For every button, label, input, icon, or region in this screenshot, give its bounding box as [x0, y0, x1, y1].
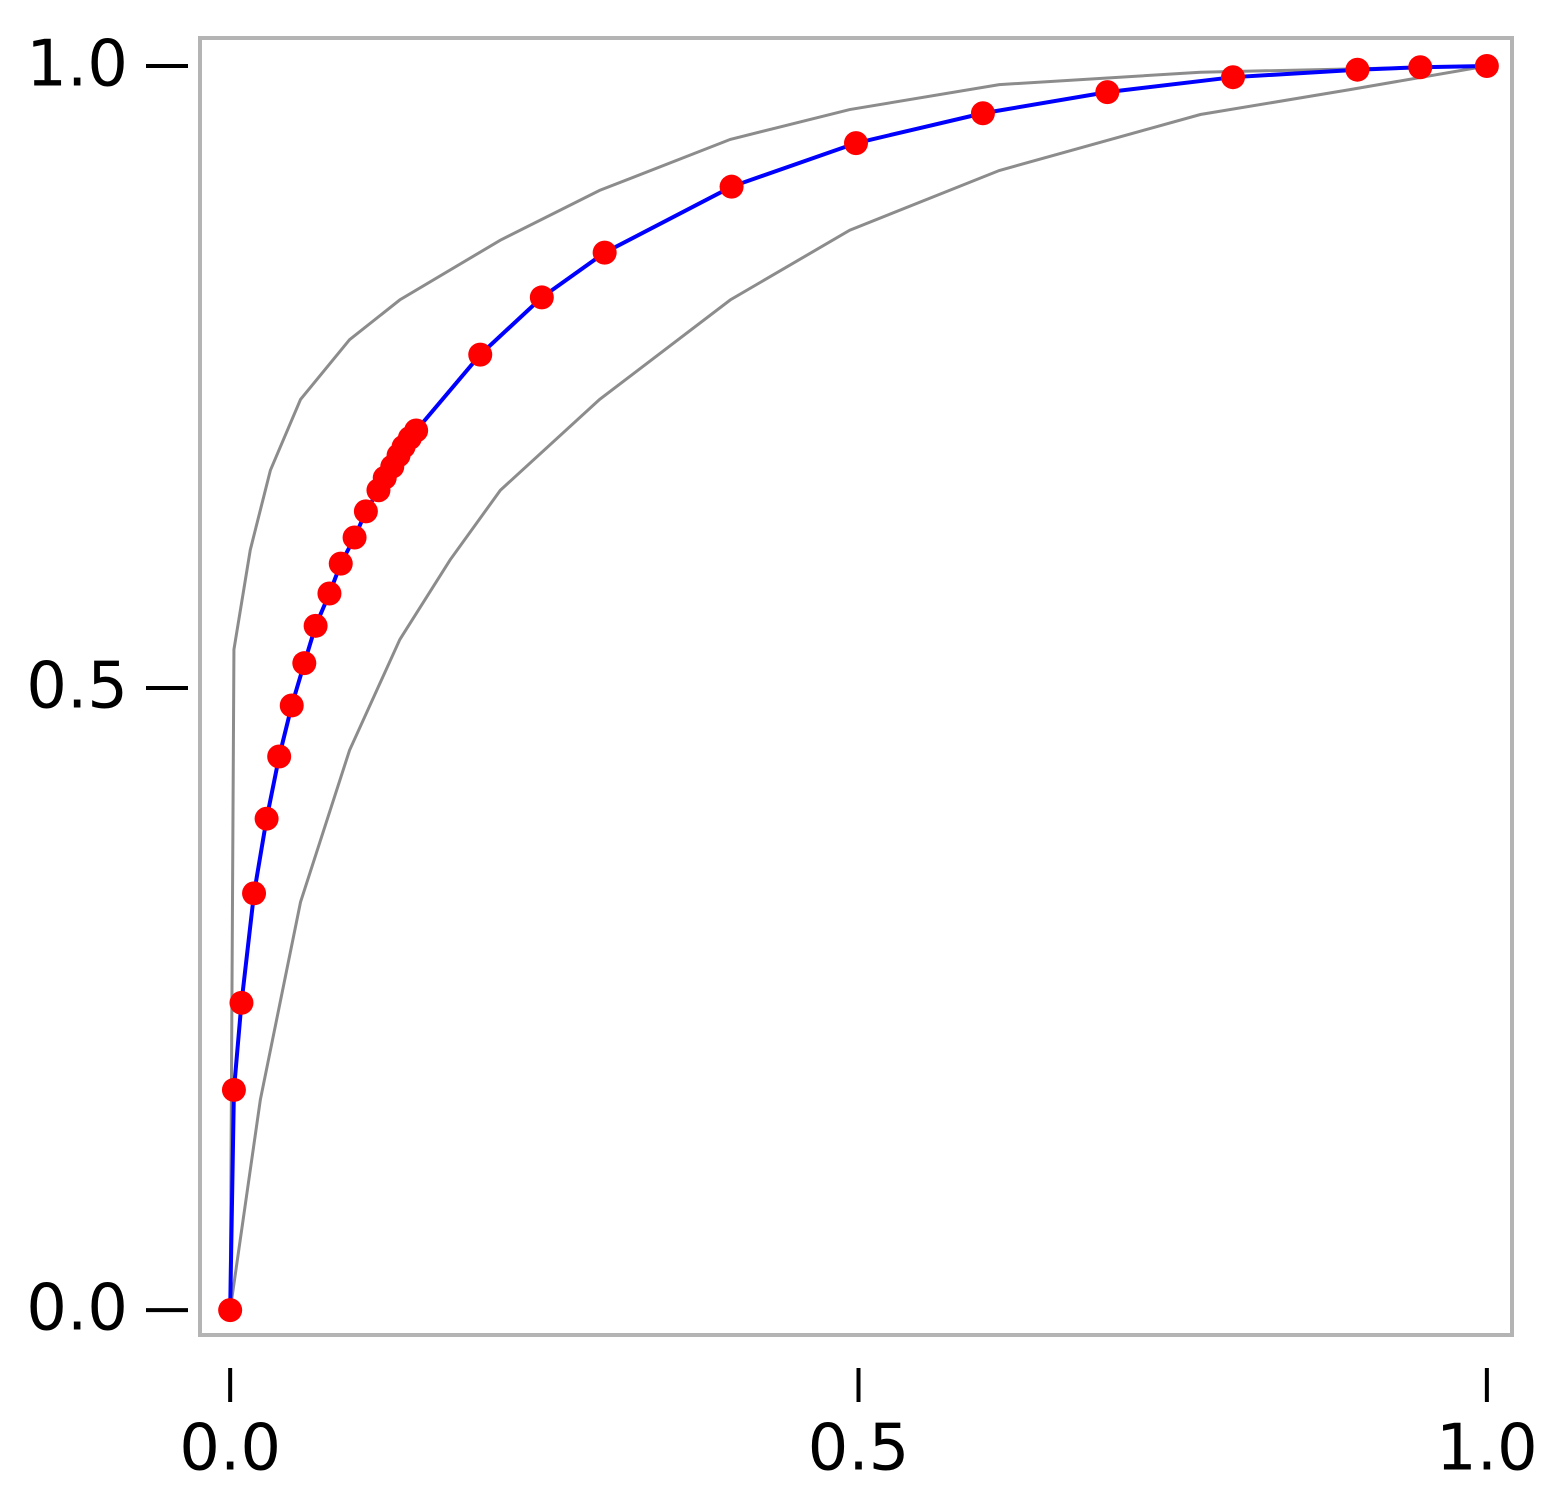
- point: [242, 881, 267, 906]
- point: [267, 744, 292, 769]
- y-tick-label: 1.0: [26, 28, 128, 102]
- point: [292, 651, 317, 676]
- point: [254, 806, 279, 831]
- point: [221, 1077, 246, 1102]
- point: [279, 693, 304, 718]
- point: [353, 499, 378, 524]
- point: [328, 551, 353, 576]
- point: [317, 581, 342, 606]
- point: [529, 285, 554, 310]
- point: [1345, 57, 1370, 82]
- point: [468, 342, 493, 367]
- point: [1474, 53, 1499, 78]
- x-tick-label: 1.0: [1436, 1412, 1538, 1486]
- point: [844, 131, 868, 156]
- plot-frame: [198, 36, 1514, 1337]
- x-tick-label: 0.0: [179, 1412, 281, 1486]
- point: [303, 613, 328, 638]
- y-tick-label: 0.0: [26, 1272, 128, 1346]
- series-line: [228, 64, 1488, 1311]
- point: [1221, 65, 1246, 90]
- x-tick-label: 0.5: [808, 1412, 910, 1486]
- y-tick-label: 0.5: [26, 650, 128, 724]
- point: [404, 418, 429, 443]
- point: [592, 240, 617, 265]
- point: [218, 1298, 243, 1323]
- point: [1408, 55, 1433, 80]
- point: [719, 174, 744, 199]
- point: [970, 101, 995, 126]
- point: [1095, 80, 1120, 105]
- series-line: [228, 64, 1487, 1311]
- point: [342, 525, 367, 550]
- point: [229, 990, 254, 1015]
